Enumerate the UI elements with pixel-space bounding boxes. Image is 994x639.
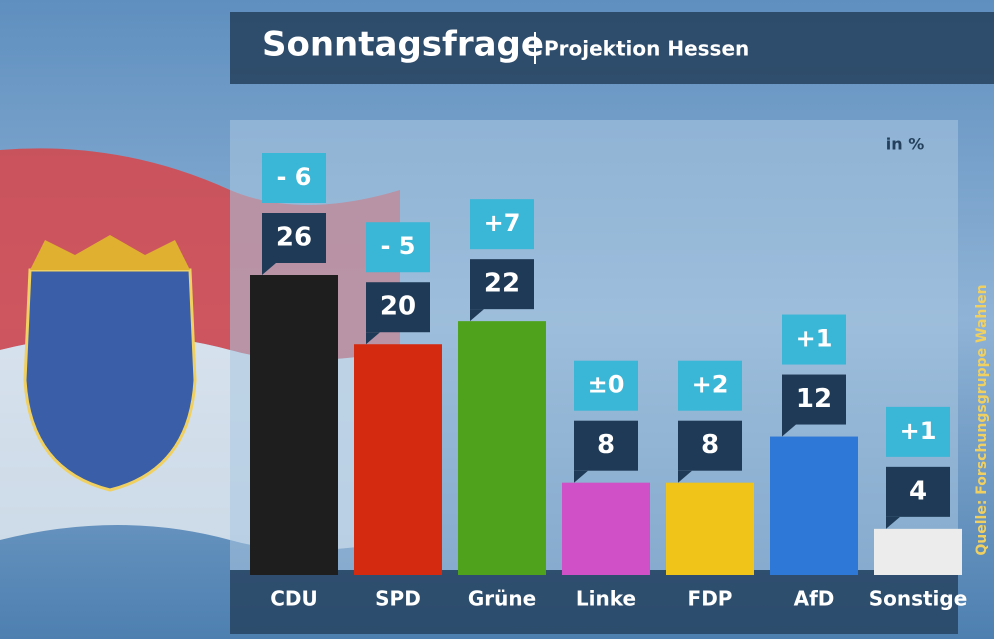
- change-label: +2: [692, 371, 729, 399]
- value-label: 4: [909, 476, 927, 506]
- bar: [458, 321, 546, 575]
- x-tick-label: Grüne: [468, 587, 536, 611]
- chart-title: Sonntagsfrage: [262, 25, 544, 65]
- bar: [666, 483, 754, 575]
- bar: [354, 344, 442, 575]
- page: {"chart_data": {"type": "bar", "title": …: [0, 0, 994, 639]
- change-label: +1: [796, 325, 833, 353]
- bar: [250, 275, 338, 575]
- bar: [562, 483, 650, 575]
- x-tick-label: AfD: [794, 587, 835, 611]
- change-label: - 6: [276, 163, 311, 191]
- value-label: 22: [484, 269, 520, 299]
- unit-label: in %: [886, 135, 924, 154]
- change-label: +1: [900, 417, 937, 445]
- value-label: 26: [276, 223, 312, 253]
- x-tick-label: Linke: [576, 587, 636, 611]
- bar: [770, 437, 858, 575]
- x-tick-label: FDP: [688, 587, 733, 611]
- source: Quelle: Forschungsgruppe Wahlen: [974, 284, 990, 555]
- change-label: ±0: [588, 371, 625, 399]
- change-label: - 5: [380, 232, 415, 260]
- x-tick-label: SPD: [375, 587, 421, 611]
- chart: Sonntagsfrage Projektion Hessen in % Que…: [0, 0, 994, 639]
- crest: [25, 270, 195, 490]
- value-label: 20: [380, 292, 416, 322]
- chart-subtitle: Projektion Hessen: [544, 37, 749, 61]
- x-tick-label: CDU: [270, 587, 318, 611]
- change-label: +7: [484, 209, 521, 237]
- bar: [874, 529, 962, 575]
- value-label: 12: [796, 384, 832, 414]
- value-label: 8: [701, 430, 719, 460]
- value-label: 8: [597, 430, 615, 460]
- x-tick-label: Sonstige: [869, 587, 968, 611]
